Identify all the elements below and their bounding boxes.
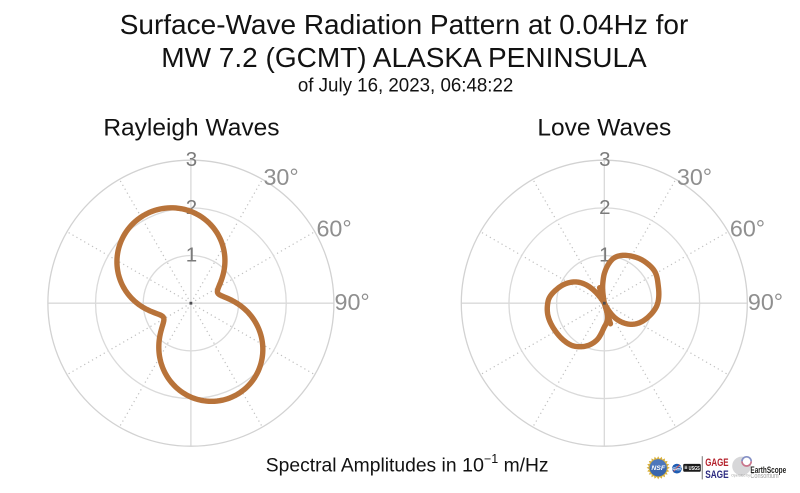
svg-text:60°: 60° <box>730 216 765 242</box>
svg-text:3: 3 <box>186 148 197 171</box>
svg-text:60°: 60° <box>316 216 351 242</box>
svg-text:1: 1 <box>186 244 197 267</box>
svg-text:Surface-Wave Radiation Pattern: Surface-Wave Radiation Pattern at 0.04Hz… <box>120 9 689 40</box>
svg-text:2: 2 <box>186 196 197 219</box>
svg-text:90°: 90° <box>335 289 370 315</box>
svg-text:90°: 90° <box>748 289 783 315</box>
svg-text:EarthScope: EarthScope <box>750 465 786 475</box>
svg-text:of July 16, 2023, 06:48:22: of July 16, 2023, 06:48:22 <box>298 76 514 97</box>
svg-text:Operated by: Operated by <box>731 473 750 477</box>
svg-text:GAGE: GAGE <box>705 457 728 469</box>
svg-text:USGS: USGS <box>689 466 700 472</box>
svg-text:NASA: NASA <box>673 467 683 471</box>
svg-text:Spectral Amplitudes in 10−1 m/: Spectral Amplitudes in 10−1 m/Hz <box>266 452 549 477</box>
svg-text:1: 1 <box>599 244 610 267</box>
svg-text:SAGE: SAGE <box>705 469 728 481</box>
svg-text:Love Waves: Love Waves <box>537 115 671 142</box>
svg-text:Rayleigh Waves: Rayleigh Waves <box>103 115 279 142</box>
svg-text:2: 2 <box>599 196 610 219</box>
svg-text:3: 3 <box>599 148 610 171</box>
svg-text:Consortium: Consortium <box>750 473 778 480</box>
svg-text:30°: 30° <box>677 164 712 190</box>
svg-text:NSF: NSF <box>651 465 665 472</box>
svg-text:MW 7.2 (GCMT) ALASKA PENINSULA: MW 7.2 (GCMT) ALASKA PENINSULA <box>161 42 647 73</box>
svg-text:30°: 30° <box>263 164 298 190</box>
